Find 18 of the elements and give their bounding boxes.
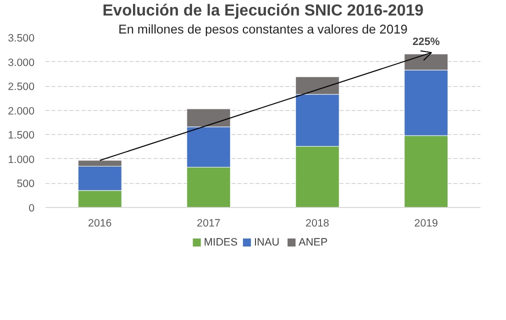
x-tick-label: 2018: [306, 218, 330, 230]
x-tick-label: 2019: [414, 218, 438, 230]
y-tick-label: 500: [16, 178, 35, 190]
x-tick-label: 2017: [196, 218, 221, 230]
y-tick-label: 2.500: [8, 81, 35, 94]
y-tick-label: 0: [28, 202, 35, 214]
legend-label: ANEP: [298, 236, 328, 248]
y-tick-label: 1.500: [8, 130, 35, 142]
annotation: 225%: [412, 36, 440, 48]
x-tick-label: 2016: [88, 218, 112, 230]
y-tick-label: 2.000: [8, 105, 35, 118]
legend-label: INAU: [254, 236, 280, 248]
y-tick-label: 3.500: [8, 32, 35, 44]
chart-subtitle: En millones de pesos constantes a valores de 2019: [118, 22, 408, 36]
y-tick-label: 3.000: [8, 56, 35, 69]
y-tick-label: 1.000: [8, 154, 35, 166]
legend-label: MIDES: [204, 236, 238, 248]
chart-title: Evolución de la Ejecución SNIC 2016-2019: [102, 2, 424, 20]
